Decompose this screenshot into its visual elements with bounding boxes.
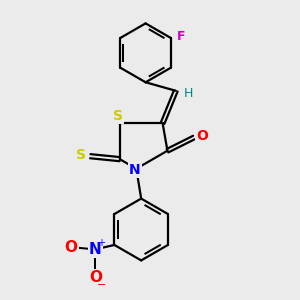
Text: O: O xyxy=(89,270,102,285)
Text: S: S xyxy=(76,148,86,162)
Text: H: H xyxy=(184,87,193,100)
Text: −: − xyxy=(97,280,106,290)
Text: O: O xyxy=(196,129,208,143)
Text: S: S xyxy=(113,109,123,123)
Text: F: F xyxy=(177,30,186,43)
Text: N: N xyxy=(89,242,102,257)
Text: +: + xyxy=(97,238,105,248)
Text: O: O xyxy=(64,240,77,255)
Text: N: N xyxy=(129,163,141,177)
